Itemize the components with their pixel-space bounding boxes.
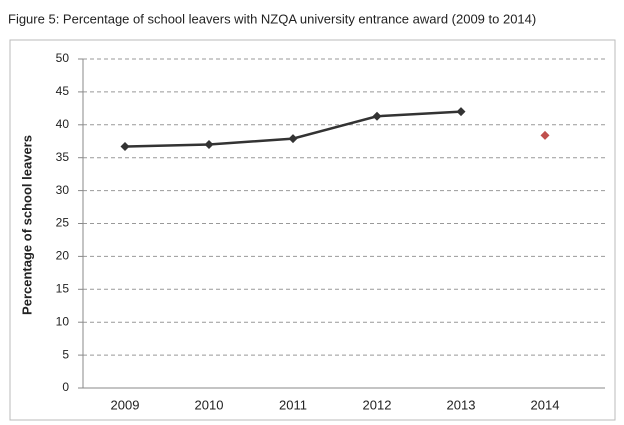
marker [372, 111, 382, 121]
chart-frame [9, 39, 616, 421]
y-axis-label: Percentage of school leavers [19, 135, 34, 315]
y-tick-label: 10 [56, 314, 70, 328]
y-tick-label: 25 [56, 216, 70, 230]
y-tick-label: 0 [62, 380, 69, 394]
y-tick-label: 30 [56, 183, 70, 197]
y-tick-label: 35 [56, 150, 70, 164]
y-tick-label: 45 [56, 84, 70, 98]
x-tick-label: 2012 [363, 397, 392, 412]
y-tick-label: 15 [56, 281, 70, 295]
marker [120, 142, 130, 152]
y-tick-label: 5 [62, 347, 69, 361]
x-tick-label: 2010 [195, 397, 224, 412]
x-tick-label: 2014 [531, 397, 560, 412]
marker [456, 107, 466, 117]
marker [288, 134, 298, 144]
y-tick-label: 50 [56, 51, 70, 65]
y-tick-label: 20 [56, 249, 70, 263]
chart-title: Figure 5: Percentage of school leavers w… [8, 11, 536, 26]
y-tick-label: 40 [56, 117, 70, 131]
marker [204, 140, 214, 150]
x-tick-label: 2013 [447, 397, 476, 412]
x-tick-label: 2011 [279, 397, 307, 412]
x-tick-label: 2009 [111, 397, 140, 412]
marker [540, 130, 550, 140]
